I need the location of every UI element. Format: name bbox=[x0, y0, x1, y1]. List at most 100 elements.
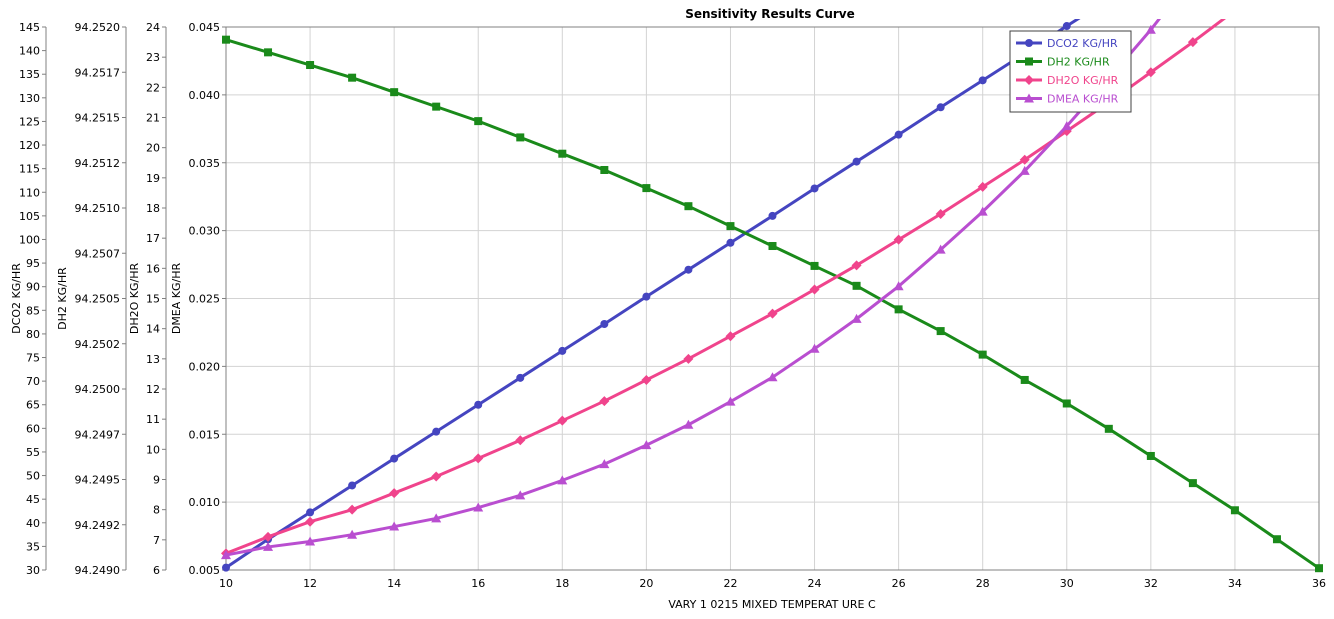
series-line bbox=[225, 38, 1320, 570]
data-point-marker bbox=[432, 427, 441, 436]
x-tick-label: 12 bbox=[303, 577, 317, 590]
y-tick-label: 17 bbox=[146, 232, 160, 245]
data-point-marker bbox=[1024, 75, 1034, 85]
data-point-marker bbox=[599, 459, 610, 469]
data-point-marker bbox=[935, 209, 946, 220]
chart-title: Sensitivity Results Curve bbox=[685, 7, 855, 21]
data-point-marker bbox=[347, 529, 358, 539]
y-tick-label: 94.2490 bbox=[75, 564, 121, 577]
data-point-marker bbox=[432, 102, 441, 111]
data-point-marker bbox=[725, 331, 736, 342]
y-tick-label: 80 bbox=[26, 328, 40, 341]
data-point-marker bbox=[390, 88, 399, 97]
data-point-marker bbox=[473, 502, 484, 512]
series-dh2o bbox=[221, 19, 1227, 559]
y-tick-label: 11 bbox=[146, 413, 160, 426]
x-tick-label: 28 bbox=[976, 577, 990, 590]
data-point-marker bbox=[1061, 121, 1072, 131]
y-axis-label: DH2 KG/HR bbox=[56, 267, 69, 330]
data-point-marker bbox=[516, 373, 525, 382]
data-point-marker bbox=[1145, 24, 1156, 34]
data-point-marker bbox=[348, 481, 357, 490]
data-point-marker bbox=[1146, 451, 1155, 460]
data-point-marker bbox=[641, 440, 652, 450]
y-tick-label: 94.2502 bbox=[75, 338, 121, 351]
y-tick-label: 8 bbox=[153, 504, 160, 517]
data-point-marker bbox=[263, 541, 274, 551]
data-point-marker bbox=[516, 133, 525, 142]
x-tick-label: 34 bbox=[1228, 577, 1242, 590]
data-point-marker bbox=[978, 76, 987, 85]
y-tick-label: 22 bbox=[146, 81, 160, 94]
y-tick-label: 60 bbox=[26, 422, 40, 435]
y-tick-label: 9 bbox=[153, 474, 160, 487]
data-point-marker bbox=[642, 292, 651, 301]
y-tick-label: 0.020 bbox=[189, 360, 221, 373]
y-tick-label: 75 bbox=[26, 352, 40, 365]
y-axis-4: 0.005 0.010 0.015 0.020 0.025 0.030 0.035 0.040… bbox=[170, 21, 227, 577]
y-tick-label: 94.2495 bbox=[75, 474, 121, 487]
data-point-marker bbox=[431, 513, 442, 523]
y-tick-label: 20 bbox=[146, 142, 160, 155]
data-point-marker bbox=[725, 396, 736, 406]
y-axis-label: DH2O KG/HR bbox=[128, 263, 141, 335]
y-axis-3: 6 7 8 9 10 11 12 13 14 15 16 17 18 19 20 21 22 23 24 DH2O K… bbox=[128, 21, 167, 577]
data-point-marker bbox=[263, 531, 274, 542]
y-tick-label: 94.2507 bbox=[75, 247, 121, 260]
series-line bbox=[225, 19, 1227, 555]
data-point-marker bbox=[1188, 479, 1197, 488]
y-tick-label: 0.035 bbox=[189, 157, 221, 170]
y-tick-label: 94.2515 bbox=[75, 112, 121, 125]
data-point-marker bbox=[347, 504, 358, 515]
data-point-marker bbox=[557, 415, 568, 426]
y-tick-label: 12 bbox=[146, 383, 160, 396]
data-point-marker bbox=[1062, 399, 1071, 408]
y-tick-label: 50 bbox=[26, 470, 40, 483]
data-point-marker bbox=[474, 117, 483, 126]
series-group bbox=[221, 19, 1323, 573]
data-point-marker bbox=[1024, 93, 1034, 103]
y-tick-label: 95 bbox=[26, 257, 40, 270]
series-dco2 bbox=[222, 19, 1081, 572]
data-point-marker bbox=[935, 244, 946, 254]
y-tick-label: 85 bbox=[26, 304, 40, 317]
data-point-marker bbox=[893, 234, 904, 245]
y-tick-label: 135 bbox=[19, 68, 40, 81]
data-point-marker bbox=[768, 211, 777, 220]
y-tick-label: 94.2497 bbox=[75, 428, 121, 441]
y-tick-label: 94.2500 bbox=[75, 383, 121, 396]
data-point-marker bbox=[894, 130, 903, 139]
y-axes: 30 35 40 45 50 55 60 65 70 75 80 85 90 95 100 105 110 115… bbox=[10, 21, 227, 577]
x-tick-label: 36 bbox=[1312, 577, 1326, 590]
data-point-marker bbox=[264, 48, 273, 57]
y-tick-label: 14 bbox=[146, 323, 160, 336]
data-point-marker bbox=[852, 157, 861, 166]
x-tick-label: 32 bbox=[1144, 577, 1158, 590]
data-point-marker bbox=[893, 281, 904, 291]
legend-item: DH2O KG/HR bbox=[1016, 74, 1119, 87]
data-point-marker bbox=[1272, 535, 1281, 544]
data-point-marker bbox=[683, 353, 694, 364]
data-point-marker bbox=[306, 508, 315, 517]
data-point-marker bbox=[810, 261, 819, 270]
y-tick-label: 18 bbox=[146, 202, 160, 215]
data-point-marker bbox=[810, 184, 819, 193]
data-point-marker bbox=[305, 516, 316, 527]
x-axis: 10 12 14 16 18 20 22 24 26 28 30 32 34 36 bbox=[219, 577, 1326, 590]
data-point-marker bbox=[767, 372, 778, 382]
series-dmea bbox=[221, 19, 1162, 560]
y-tick-label: 130 bbox=[19, 92, 40, 105]
y-tick-label: 15 bbox=[146, 293, 160, 306]
data-point-marker bbox=[558, 346, 567, 355]
data-point-marker bbox=[389, 521, 400, 531]
x-tick-label: 20 bbox=[639, 577, 653, 590]
y-tick-label: 70 bbox=[26, 375, 40, 388]
data-point-marker bbox=[683, 419, 694, 429]
data-point-marker bbox=[305, 536, 316, 546]
data-point-marker bbox=[222, 563, 230, 572]
y-tick-label: 6 bbox=[153, 564, 160, 577]
y-tick-label: 16 bbox=[146, 262, 160, 275]
data-point-marker bbox=[809, 343, 820, 353]
data-point-marker bbox=[389, 488, 400, 499]
